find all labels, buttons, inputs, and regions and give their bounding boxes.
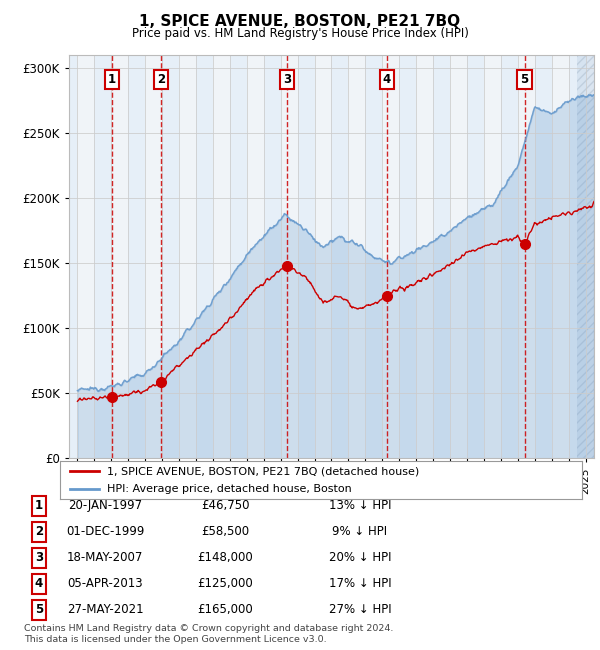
- Bar: [264, 55, 281, 458]
- Bar: [145, 55, 162, 458]
- Text: 1, SPICE AVENUE, BOSTON, PE21 7BQ (detached house): 1, SPICE AVENUE, BOSTON, PE21 7BQ (detac…: [107, 467, 419, 476]
- Bar: [484, 55, 501, 458]
- Text: 5: 5: [520, 73, 529, 86]
- Text: 4: 4: [35, 577, 43, 590]
- Bar: [247, 55, 264, 458]
- Text: 3: 3: [35, 551, 43, 564]
- Text: 1, SPICE AVENUE, BOSTON, PE21 7BQ: 1, SPICE AVENUE, BOSTON, PE21 7BQ: [139, 14, 461, 29]
- Bar: [112, 55, 128, 458]
- Bar: [314, 55, 331, 458]
- Bar: [535, 55, 551, 458]
- Bar: [586, 55, 600, 458]
- Text: £46,750: £46,750: [201, 499, 249, 512]
- Bar: [94, 55, 112, 458]
- Bar: [382, 55, 399, 458]
- Bar: [128, 55, 145, 458]
- Bar: [399, 55, 416, 458]
- Bar: [577, 55, 600, 458]
- Text: 13% ↓ HPI: 13% ↓ HPI: [329, 499, 391, 512]
- Bar: [349, 55, 365, 458]
- Bar: [433, 55, 450, 458]
- Text: 9% ↓ HPI: 9% ↓ HPI: [332, 525, 388, 538]
- Bar: [162, 55, 179, 458]
- Bar: [365, 55, 382, 458]
- Bar: [77, 55, 94, 458]
- Bar: [416, 55, 433, 458]
- Bar: [213, 55, 230, 458]
- Text: 2: 2: [157, 73, 165, 86]
- Bar: [518, 55, 535, 458]
- Bar: [501, 55, 518, 458]
- Bar: [179, 55, 196, 458]
- Bar: [450, 55, 467, 458]
- Bar: [298, 55, 314, 458]
- Text: Contains HM Land Registry data © Crown copyright and database right 2024.
This d: Contains HM Land Registry data © Crown c…: [24, 624, 394, 644]
- Bar: [281, 55, 298, 458]
- Text: HPI: Average price, detached house, Boston: HPI: Average price, detached house, Bost…: [107, 484, 352, 494]
- Text: 5: 5: [35, 603, 43, 616]
- Bar: [331, 55, 349, 458]
- Bar: [196, 55, 213, 458]
- Text: 27-MAY-2021: 27-MAY-2021: [67, 603, 143, 616]
- Text: £125,000: £125,000: [197, 577, 253, 590]
- Bar: [230, 55, 247, 458]
- Text: £58,500: £58,500: [201, 525, 249, 538]
- Bar: [467, 55, 484, 458]
- Text: Price paid vs. HM Land Registry's House Price Index (HPI): Price paid vs. HM Land Registry's House …: [131, 27, 469, 40]
- Text: 01-DEC-1999: 01-DEC-1999: [66, 525, 144, 538]
- Text: 20-JAN-1997: 20-JAN-1997: [68, 499, 142, 512]
- Text: 05-APR-2013: 05-APR-2013: [67, 577, 143, 590]
- Text: 20% ↓ HPI: 20% ↓ HPI: [329, 551, 391, 564]
- Text: 3: 3: [283, 73, 291, 86]
- Bar: [61, 55, 77, 458]
- Text: 27% ↓ HPI: 27% ↓ HPI: [329, 603, 391, 616]
- Text: 1: 1: [108, 73, 116, 86]
- Text: £165,000: £165,000: [197, 603, 253, 616]
- Bar: [551, 55, 569, 458]
- Text: 1: 1: [35, 499, 43, 512]
- Text: 2: 2: [35, 525, 43, 538]
- Text: 17% ↓ HPI: 17% ↓ HPI: [329, 577, 391, 590]
- Bar: [569, 55, 586, 458]
- Text: £148,000: £148,000: [197, 551, 253, 564]
- Text: 18-MAY-2007: 18-MAY-2007: [67, 551, 143, 564]
- Text: 4: 4: [383, 73, 391, 86]
